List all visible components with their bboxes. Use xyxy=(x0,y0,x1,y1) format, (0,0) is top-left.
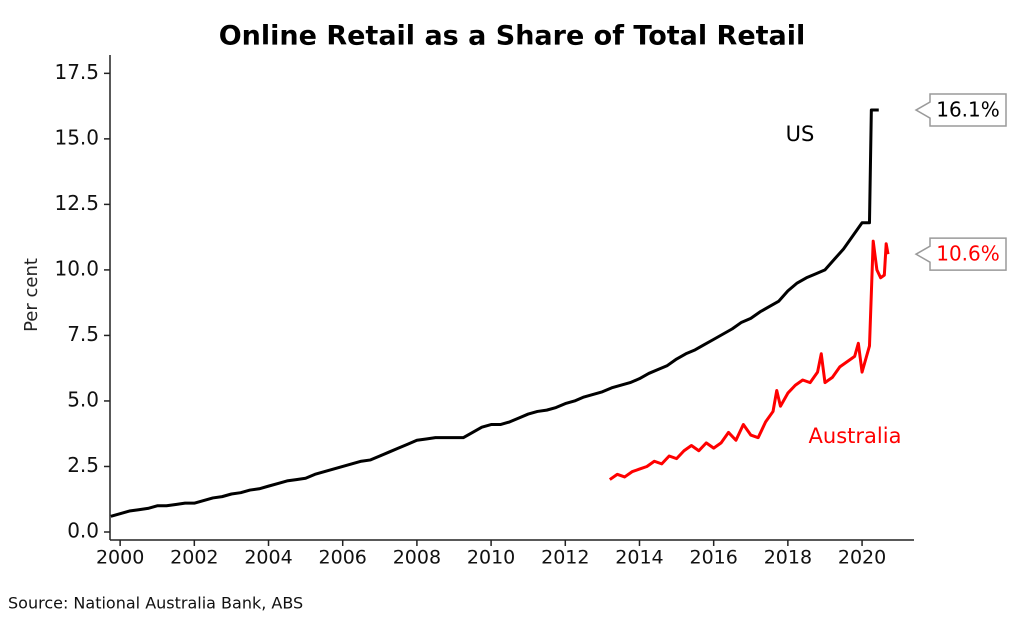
y-tick-label: 7.5 xyxy=(67,322,99,346)
x-tick-label: 2002 xyxy=(170,547,218,569)
callout-box xyxy=(914,237,1007,271)
series-line xyxy=(608,239,890,481)
callout-box xyxy=(914,93,1007,127)
value-label: 16.1% xyxy=(936,98,1000,122)
y-tick-label: 10.0 xyxy=(54,256,99,280)
x-tick-label: 2010 xyxy=(467,547,515,569)
series-line xyxy=(110,108,879,518)
y-tick-label: 5.0 xyxy=(67,387,99,411)
x-tick-label: 2000 xyxy=(96,547,144,569)
x-tick-label: 2018 xyxy=(764,547,812,569)
value-label: 10.6% xyxy=(936,242,1000,266)
y-axis-label: Per cent xyxy=(21,258,42,332)
x-tick-label: 2004 xyxy=(244,547,292,569)
y-tick-label: 17.5 xyxy=(54,60,99,84)
y-tick-label: 0.0 xyxy=(67,519,99,543)
source-note: Source: National Australia Bank, ABS xyxy=(8,594,303,613)
series-label: US xyxy=(786,122,815,146)
y-tick-label: 15.0 xyxy=(54,125,99,149)
y-tick-label: 2.5 xyxy=(67,453,99,477)
x-tick-label: 2016 xyxy=(689,547,737,569)
chart-title: Online Retail as a Share of Total Retail xyxy=(219,21,806,52)
x-tick-label: 2014 xyxy=(615,547,663,569)
x-tick-label: 2020 xyxy=(838,547,886,569)
x-tick-label: 2012 xyxy=(541,547,589,569)
x-tick-label: 2006 xyxy=(319,547,367,569)
y-tick-label: 12.5 xyxy=(54,191,99,215)
series-label: Australia xyxy=(809,424,902,448)
x-tick-label: 2008 xyxy=(393,547,441,569)
